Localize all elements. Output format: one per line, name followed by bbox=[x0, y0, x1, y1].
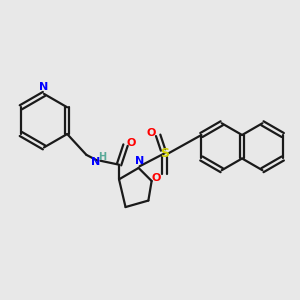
Text: O: O bbox=[146, 128, 156, 138]
Text: O: O bbox=[152, 173, 161, 183]
Text: O: O bbox=[127, 137, 136, 148]
Text: N: N bbox=[91, 157, 100, 167]
Text: N: N bbox=[135, 156, 144, 167]
Text: S: S bbox=[160, 147, 169, 160]
Text: N: N bbox=[39, 82, 49, 92]
Text: H: H bbox=[98, 152, 106, 161]
